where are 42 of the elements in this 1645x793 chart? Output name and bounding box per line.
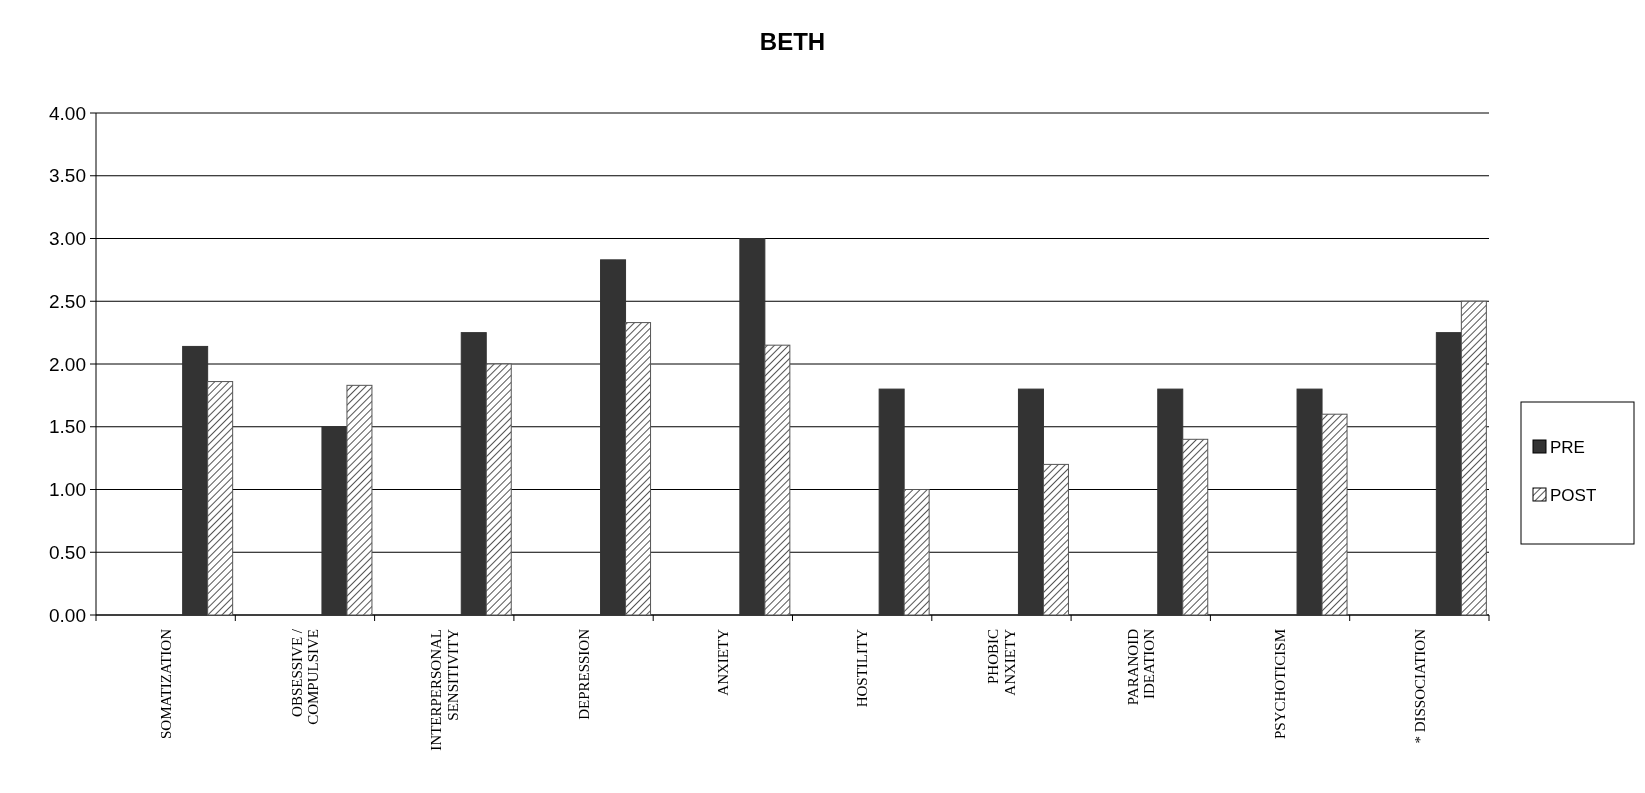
bar: [1042, 463, 1069, 616]
bar: [903, 489, 930, 616]
bar: [878, 388, 905, 616]
bar: [1460, 300, 1487, 616]
y-tick-label: 3.50: [49, 165, 86, 187]
bar: [485, 363, 512, 616]
bar: [1157, 388, 1184, 616]
y-tick-label: 3.00: [49, 228, 86, 250]
x-tick-label: PARANOID IDEATION: [1124, 628, 1158, 706]
y-tick-label: 1.50: [49, 416, 86, 438]
x-tick-label: ANXIETY: [715, 628, 732, 696]
x-tick-label: PHOBIC ANXIETY: [985, 628, 1018, 696]
bar: [1321, 413, 1348, 616]
chart-title: BETH: [759, 28, 826, 55]
legend-label: POST: [1550, 485, 1597, 505]
x-tick-label: OBSESSIVE / COMPULSIVE: [288, 628, 322, 725]
x-tick-label: PSYCHOTICISM: [1272, 629, 1289, 740]
bar: [460, 332, 487, 616]
bar: [346, 384, 373, 616]
bar: [1296, 388, 1323, 616]
x-tick-label: * DISSOCIATION: [1411, 628, 1428, 744]
y-tick-label: 0.50: [49, 541, 86, 563]
y-tick-label: 2.50: [49, 290, 86, 312]
y-tick-label: 0.00: [49, 604, 86, 626]
bar: [1182, 438, 1209, 616]
x-tick-label: SOMATIZATION: [157, 628, 174, 739]
bar: [182, 345, 209, 616]
y-tick-label: 4.00: [49, 102, 86, 124]
x-tick-label: HOSTILITY: [854, 628, 871, 708]
bar: [764, 344, 791, 616]
bar: [1435, 332, 1462, 616]
x-tick-label: INTERPERSONAL SENSITIVITY: [428, 628, 461, 751]
bar: [207, 381, 234, 616]
bar: [625, 322, 652, 616]
bar: [739, 238, 766, 616]
x-tick-label: DEPRESSION: [575, 628, 592, 720]
bar: [1017, 388, 1044, 616]
bar: [600, 259, 627, 616]
y-tick-label: 2.00: [49, 353, 86, 375]
legend-label: PRE: [1550, 437, 1585, 457]
bar: [321, 426, 348, 616]
y-tick-label: 1.00: [49, 479, 86, 501]
